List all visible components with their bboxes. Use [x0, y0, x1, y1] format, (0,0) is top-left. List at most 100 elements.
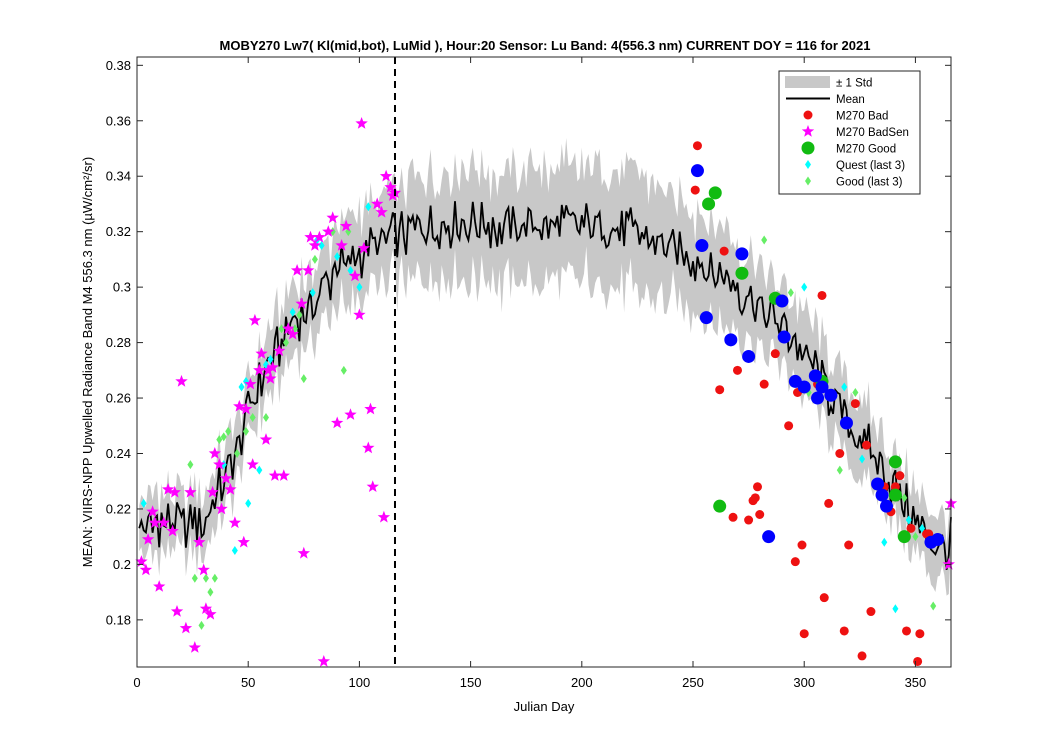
badsen-point: [233, 399, 246, 412]
legend-goodl3-swatch: [805, 176, 811, 186]
badsen-point: [188, 641, 201, 653]
good-last3-point: [262, 412, 269, 422]
badsen-point: [170, 605, 184, 617]
good-point: [708, 186, 722, 200]
x-tick-label: 200: [571, 675, 593, 690]
legend-label: M270 Good: [836, 144, 896, 156]
badsen-point: [208, 447, 221, 459]
badsen-point: [268, 469, 282, 481]
badsen-point: [184, 485, 197, 498]
badsen-point: [313, 230, 326, 243]
badsen-point: [166, 524, 179, 537]
badsen-point: [277, 469, 290, 481]
blue-point: [762, 530, 776, 544]
y-tick-label: 0.34: [106, 169, 131, 184]
bad-point: [835, 449, 845, 458]
badsen-point: [228, 516, 241, 529]
blue-point: [880, 499, 894, 513]
bad-point: [728, 512, 738, 522]
badsen-point: [304, 230, 317, 243]
good-last3-point: [283, 338, 290, 348]
bad-point: [861, 440, 871, 450]
good-last3-point: [202, 573, 209, 583]
badsen-point: [253, 363, 266, 376]
badsen-point: [162, 483, 175, 495]
badsen-point: [377, 510, 391, 523]
quest-point: [356, 282, 363, 292]
bad-point: [744, 515, 754, 525]
quest-point: [238, 382, 245, 392]
good-point: [888, 488, 902, 502]
markers-layer: [135, 117, 958, 667]
x-tick-label: 250: [682, 675, 704, 690]
blue-point: [777, 330, 791, 344]
y-tick-label: 0.2: [113, 557, 131, 572]
badsen-point: [259, 433, 273, 445]
blue-point: [735, 247, 749, 261]
bad-point: [819, 593, 829, 603]
badsen-point: [379, 169, 393, 182]
bad-point: [817, 290, 827, 300]
badsen-point: [353, 308, 366, 321]
badsen-point: [326, 211, 339, 224]
blue-point: [839, 416, 853, 430]
quest-point: [231, 546, 238, 556]
badsen-point: [302, 264, 315, 276]
y-tick-label: 0.3: [113, 280, 131, 295]
badsen-point: [282, 322, 295, 334]
quest-point: [289, 307, 296, 317]
badsen-point: [335, 239, 348, 251]
blue-point: [815, 380, 829, 394]
legend-good-swatch: [801, 141, 815, 155]
legend-bad-swatch: [803, 110, 813, 120]
quest-point: [245, 498, 252, 508]
bad-point: [750, 493, 760, 503]
axes-box: [136, 56, 952, 668]
legend-label: M270 BadSen: [836, 127, 909, 139]
bad-point: [895, 471, 905, 481]
blue-point: [808, 369, 822, 383]
good-last3-point: [345, 227, 352, 237]
good-last3-point: [340, 365, 347, 375]
good-last3-point: [296, 310, 303, 320]
quest-point: [140, 498, 147, 508]
badsen-point: [193, 535, 206, 548]
bad-point: [850, 399, 860, 409]
x-axis-label: Julian Day: [514, 699, 575, 714]
y-tick-label: 0.18: [106, 612, 131, 627]
good-last3-point: [225, 426, 232, 436]
good-last3-point: [198, 620, 205, 630]
y-tick-label: 0.38: [106, 58, 131, 73]
quest-point: [318, 241, 325, 251]
bad-point: [866, 607, 876, 617]
y-tick-label: 0.32: [106, 224, 131, 239]
y-tick-label: 0.24: [106, 446, 131, 461]
x-tick-label: 150: [460, 675, 482, 690]
good-last3-point: [912, 532, 919, 542]
x-tick-label: 350: [905, 675, 927, 690]
legend-label: ± 1 Std: [836, 78, 872, 90]
good-last3-point: [211, 573, 218, 583]
blue-point: [824, 388, 838, 402]
quest-point: [892, 604, 899, 614]
badsen-point: [179, 621, 193, 634]
quest-point: [365, 202, 372, 212]
good-point: [735, 266, 749, 280]
quest-point: [905, 515, 912, 525]
good-last3-point: [300, 374, 307, 384]
bad-point: [915, 629, 925, 639]
bad-point: [753, 482, 763, 492]
x-axis-ticks: 0 50 100 150 200 250 300 350: [133, 57, 926, 690]
quest-point: [256, 465, 263, 475]
badsen-point: [204, 607, 217, 620]
badsen-point: [157, 516, 170, 529]
bad-point: [755, 510, 765, 519]
blue-point: [811, 391, 825, 405]
badsen-point: [215, 502, 228, 515]
x-tick-label: 300: [793, 675, 815, 690]
quest-point: [881, 537, 888, 547]
legend: ± 1 Std Mean M270 Bad M270 BadSen M270 Good Q…: [778, 70, 921, 195]
y-tick-label: 0.36: [106, 113, 131, 128]
badsen-point: [266, 361, 279, 373]
badsen-point: [339, 219, 353, 232]
